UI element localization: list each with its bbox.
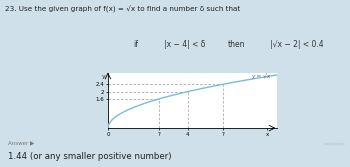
Text: 1.44 (or any smaller positive number): 1.44 (or any smaller positive number): [8, 152, 171, 161]
Text: if: if: [133, 40, 138, 49]
Text: 23. Use the given graph of f(x) = √x to find a number δ such that: 23. Use the given graph of f(x) = √x to …: [5, 5, 240, 13]
Text: |x − 4| < δ: |x − 4| < δ: [164, 40, 206, 49]
Text: |√x − 2| < 0.4: |√x − 2| < 0.4: [270, 40, 323, 49]
Text: y: y: [102, 74, 106, 79]
Text: then: then: [228, 40, 245, 49]
Text: y = √x: y = √x: [251, 73, 271, 79]
Text: Answer ▶: Answer ▶: [8, 140, 34, 145]
